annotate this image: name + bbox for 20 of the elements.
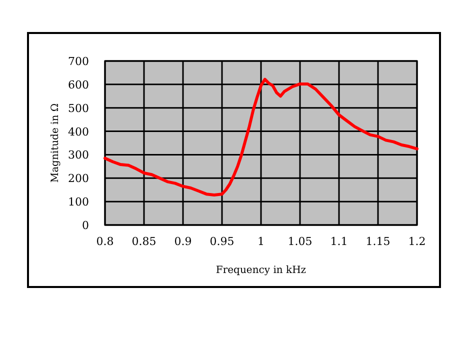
x-tick-label: 1.1 bbox=[330, 235, 348, 248]
y-axis-title: Magnitude in Ω bbox=[50, 103, 61, 183]
x-tick-label: 0.8 bbox=[96, 235, 114, 248]
x-tick-label: 1 bbox=[258, 235, 264, 248]
x-tick-label: 0.95 bbox=[210, 235, 234, 248]
y-tick-label: 200 bbox=[68, 172, 89, 186]
y-tick-label: 0 bbox=[82, 219, 89, 232]
x-axis-title: Frequency in kHz bbox=[216, 265, 306, 276]
y-tick-label: 300 bbox=[68, 148, 89, 162]
y-tick-label: 500 bbox=[68, 102, 89, 115]
x-tick-label: 1.05 bbox=[288, 235, 312, 248]
y-tick-label: 600 bbox=[68, 78, 89, 92]
line-series bbox=[104, 78, 418, 197]
y-tick-label: 400 bbox=[68, 125, 89, 138]
y-tick-label: 700 bbox=[68, 55, 89, 68]
x-tick-label: 0.9 bbox=[174, 235, 192, 248]
y-tick-label: 100 bbox=[68, 196, 89, 209]
x-tick-label: 0.85 bbox=[132, 235, 156, 248]
x-tick-label: 1.15 bbox=[366, 235, 390, 248]
x-tick-label: 1.2 bbox=[408, 235, 426, 248]
